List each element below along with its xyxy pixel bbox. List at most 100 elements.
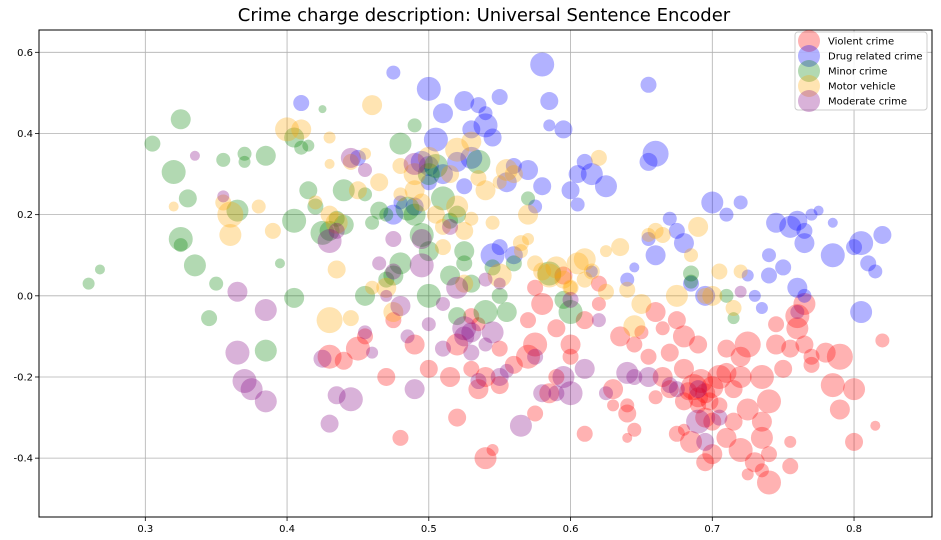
data-point [383,265,404,286]
points-layer [82,52,892,495]
data-point [319,220,340,241]
data-point [573,248,596,271]
data-point [385,231,402,248]
data-point [797,288,812,303]
data-point [640,76,657,93]
legend-marker [798,90,820,112]
data-point [741,269,754,282]
data-point [316,307,343,334]
data-point [299,181,318,200]
data-point [416,76,441,101]
data-point [461,322,482,343]
data-point [400,329,415,344]
data-point [522,233,535,246]
data-point [332,179,355,202]
data-point [463,360,480,377]
data-point [766,212,787,233]
data-point [383,302,404,323]
data-point [627,422,642,437]
data-point [473,300,498,325]
data-point [787,210,808,231]
data-point [652,366,673,387]
data-point [505,157,522,174]
data-point [419,359,438,378]
data-point [409,222,434,247]
data-point [520,312,537,329]
data-point [282,208,307,233]
data-point [328,222,345,239]
data-point [711,263,728,280]
data-point [850,301,873,324]
data-point [446,276,469,299]
data-point [464,211,479,226]
data-point [673,233,694,254]
data-point [590,275,607,292]
data-point [333,214,354,235]
data-point [648,390,663,405]
data-point [626,368,643,385]
data-point [284,287,305,308]
data-point [463,344,480,361]
data-point [868,264,883,279]
data-point [471,317,486,332]
data-point [463,308,480,325]
data-point [377,367,396,386]
data-point [860,255,877,272]
data-point [754,463,769,478]
data-point [446,195,469,218]
data-point [528,199,543,214]
data-point [554,120,573,139]
data-point [294,140,309,155]
data-point [485,215,500,230]
data-point [358,163,373,178]
data-point [435,296,450,311]
data-point [665,284,688,307]
data-point [227,281,248,302]
data-point [376,277,397,298]
data-point [478,272,493,287]
data-point [455,221,474,240]
data-point [634,325,649,340]
data-point [226,199,249,222]
data-point [478,106,493,121]
axes-frame [38,29,933,518]
data-point [603,379,624,400]
data-point [680,430,703,453]
data-point [82,277,95,290]
data-point [599,245,612,258]
data-point [760,446,777,463]
data-point [875,333,890,348]
data-point [173,238,188,253]
data-point [849,231,874,256]
data-point [446,333,469,356]
data-point [785,304,810,329]
data-point [873,225,892,244]
data-point [660,380,679,399]
y-tick-label: 0.6 [17,48,33,59]
data-point [786,317,809,340]
data-point [755,301,768,314]
data-point [470,97,487,114]
x-tick-label: 0.7 [704,524,720,535]
data-point [610,326,631,347]
data-point [484,259,501,276]
data-point [255,145,276,166]
data-point [787,277,808,298]
data-point [518,204,539,225]
data-point [487,263,512,288]
data-point [474,447,497,470]
data-point [473,113,498,138]
data-point [209,276,224,291]
data-point [639,152,658,171]
series-moderate-crime [189,147,805,451]
data-point [327,386,346,405]
data-point [574,358,595,379]
data-point [426,205,445,224]
data-point [774,359,793,378]
data-point [454,326,475,347]
data-point [274,258,285,269]
data-point [423,127,448,152]
data-point [728,438,753,463]
